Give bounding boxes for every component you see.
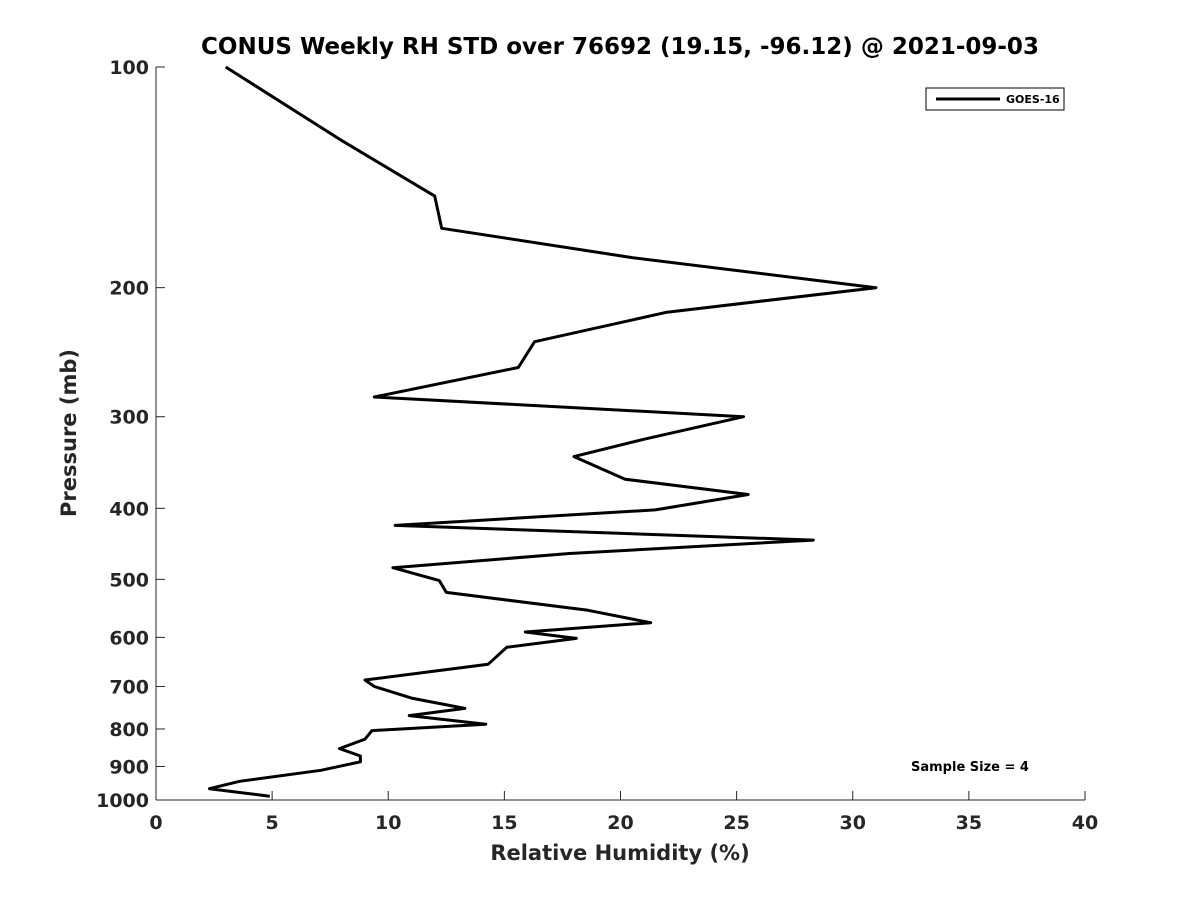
y-tick-label: 800: [109, 719, 149, 741]
plot-area: [156, 67, 1085, 800]
y-tick-label: 500: [109, 569, 149, 591]
axes: 0 5 10 15 20 25 30 35 40 100 200 300 400 500 600 700 800…: [96, 57, 1098, 834]
x-tick-label: 15: [491, 812, 517, 834]
x-tick-label: 35: [956, 812, 982, 834]
x-tick-label: 40: [1072, 812, 1098, 834]
sample-size-annotation: Sample Size = 4: [911, 760, 1029, 775]
chart-title: CONUS Weekly RH STD over 76692 (19.15, -…: [201, 34, 1039, 60]
y-tick-label: 100: [109, 57, 149, 79]
y-tick-label: 900: [109, 756, 149, 778]
legend-label-goes-16: GOES-16: [1006, 93, 1060, 106]
series-layer: [207, 65, 878, 798]
x-axis-label: Relative Humidity (%): [490, 841, 749, 865]
x-tick-label: 10: [375, 812, 401, 834]
x-tick-label: 25: [723, 812, 749, 834]
y-tick-label: 300: [109, 407, 149, 429]
y-tick-label: 600: [109, 627, 149, 649]
y-tick-label: 400: [109, 498, 149, 520]
y-tick-label: 1000: [96, 790, 149, 812]
x-tick-label: 5: [266, 812, 279, 834]
legend: GOES-16: [925, 87, 1065, 111]
x-tick-label: 20: [607, 812, 633, 834]
series-line-0: [207, 65, 878, 798]
y-tick-label: 200: [109, 278, 149, 300]
x-tick-label: 30: [840, 812, 866, 834]
x-tick-label: 0: [149, 812, 162, 834]
y-axis-label: Pressure (mb): [57, 349, 81, 517]
y-tick-label: 700: [109, 676, 149, 698]
